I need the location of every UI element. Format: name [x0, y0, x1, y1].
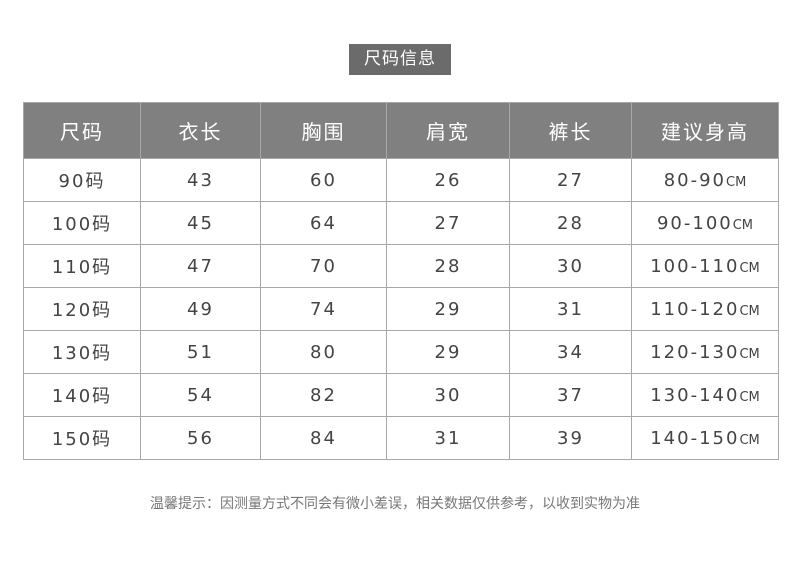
- table-cell: 30: [509, 244, 632, 288]
- table-cell: 34: [509, 330, 632, 374]
- column-header: 尺码: [23, 102, 141, 159]
- measurement-note: 温馨提示：因测量方式不同会有微小差误，相关数据仅供参考，以收到实物为准: [150, 496, 640, 512]
- unit-label: CM: [739, 303, 760, 319]
- table-cell: 30: [386, 373, 510, 417]
- table-cell: 56: [140, 416, 261, 460]
- table-cell: 64: [260, 201, 387, 245]
- column-header: 衣长: [140, 102, 261, 159]
- table-cell: 27: [509, 158, 632, 202]
- table-cell: 45: [140, 201, 261, 245]
- header-row: 尺码 衣长 胸围 肩宽 裤长 建议身高: [23, 102, 779, 159]
- table-cell: 90码: [23, 158, 141, 202]
- table-cell: 120码: [23, 287, 141, 331]
- table-cell: 120-130CM: [631, 330, 779, 374]
- table-row: 150码 56 84 31 39 140-150CM: [23, 416, 779, 460]
- table-cell: 43: [140, 158, 261, 202]
- column-header: 肩宽: [386, 102, 510, 159]
- height-range: 110-120: [650, 298, 740, 320]
- table-row: 140码 54 82 30 37 130-140CM: [23, 373, 779, 417]
- unit-label: CM: [739, 260, 760, 276]
- table-cell: 47: [140, 244, 261, 288]
- table-cell: 39: [509, 416, 632, 460]
- table-row: 130码 51 80 29 34 120-130CM: [23, 330, 779, 374]
- table-cell: 150码: [23, 416, 141, 460]
- table-cell: 100-110CM: [631, 244, 779, 288]
- height-range: 90-100: [656, 212, 733, 234]
- table-cell: 26: [386, 158, 510, 202]
- section-title: 尺码信息: [349, 44, 451, 75]
- height-range: 140-150: [650, 427, 740, 449]
- table-cell: 51: [140, 330, 261, 374]
- table-cell: 60: [260, 158, 387, 202]
- table-cell: 74: [260, 287, 387, 331]
- unit-label: CM: [726, 174, 747, 190]
- table-cell: 130-140CM: [631, 373, 779, 417]
- table-cell: 140-150CM: [631, 416, 779, 460]
- table-cell: 84: [260, 416, 387, 460]
- height-range: 100-110: [650, 255, 740, 277]
- table-cell: 31: [386, 416, 510, 460]
- table-cell: 90-100CM: [631, 201, 779, 245]
- table-cell: 140码: [23, 373, 141, 417]
- table-cell: 80-90CM: [631, 158, 779, 202]
- table-cell: 27: [386, 201, 510, 245]
- table-cell: 110-120CM: [631, 287, 779, 331]
- table-cell: 29: [386, 287, 510, 331]
- table-cell: 82: [260, 373, 387, 417]
- column-header: 胸围: [260, 102, 387, 159]
- unit-label: CM: [732, 217, 754, 233]
- table-cell: 37: [509, 373, 632, 417]
- table-cell: 100码: [23, 201, 141, 245]
- table-cell: 110码: [23, 244, 141, 288]
- height-range: 120-130: [650, 341, 740, 363]
- size-chart-table: 尺码 衣长 胸围 肩宽 裤长 建议身高 90码 43 60 26 27 80-90CM 100码 45 6…: [23, 102, 779, 460]
- table-row: 120码 49 74 29 31 110-120CM: [23, 287, 779, 331]
- table-cell: 28: [386, 244, 510, 288]
- column-header: 裤长: [509, 102, 632, 159]
- height-range: 130-140: [650, 384, 740, 406]
- column-header: 建议身高: [631, 102, 779, 159]
- table-cell: 130码: [23, 330, 141, 374]
- unit-label: CM: [739, 432, 760, 448]
- table-row: 100码 45 64 27 28 90-100CM: [23, 201, 779, 245]
- unit-label: CM: [739, 389, 760, 405]
- table-cell: 70: [260, 244, 387, 288]
- table-cell: 31: [509, 287, 632, 331]
- height-range: 80-90: [663, 169, 726, 191]
- table-cell: 29: [386, 330, 510, 374]
- table-cell: 28: [509, 201, 632, 245]
- table-row: 110码 47 70 28 30 100-110CM: [23, 244, 779, 288]
- table-cell: 54: [140, 373, 261, 417]
- unit-label: CM: [739, 346, 760, 362]
- table-cell: 49: [140, 287, 261, 331]
- table-cell: 80: [260, 330, 387, 374]
- table-row: 90码 43 60 26 27 80-90CM: [23, 158, 779, 202]
